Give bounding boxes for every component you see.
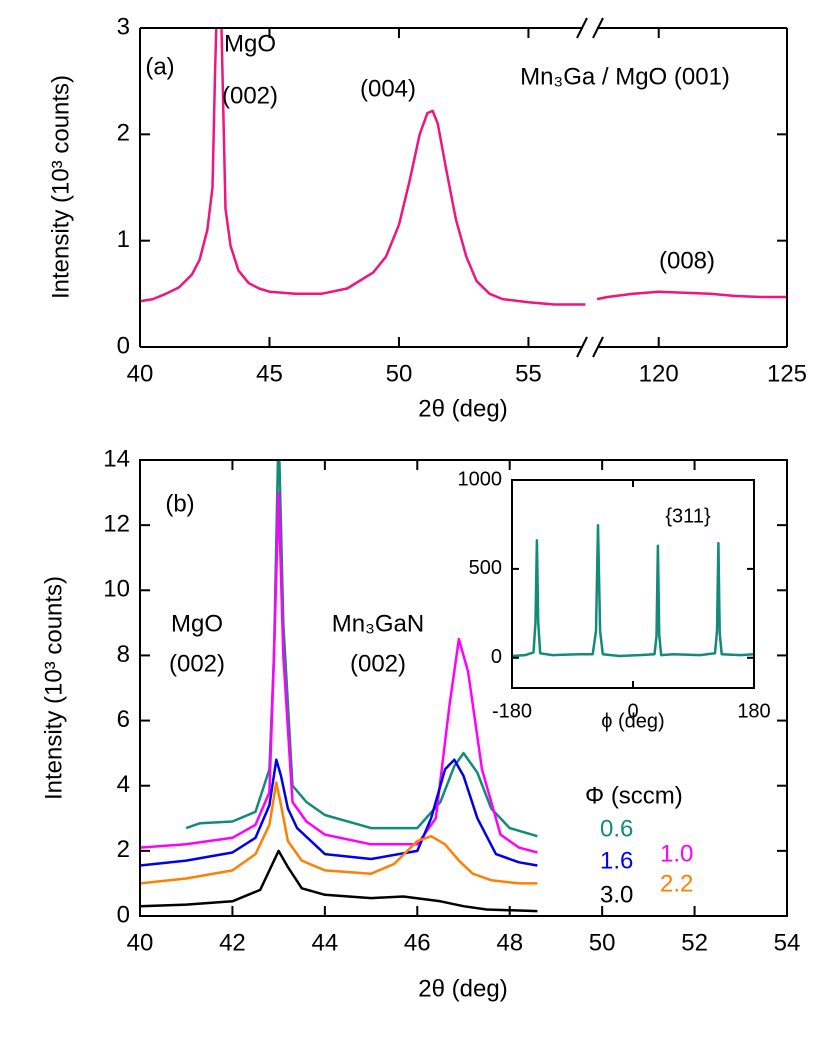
y-tick-label: 10 — [103, 576, 130, 603]
legend-entry: 3.0 — [600, 881, 633, 908]
y-axis-label: Intensity (10³ counts) — [40, 576, 67, 800]
annotation: (004) — [360, 75, 416, 102]
x-tick-label: 46 — [404, 929, 431, 956]
x-tick-label: 40 — [127, 360, 154, 387]
annotation: Mn₃Ga / MgO (001) — [520, 63, 730, 90]
y-axis-label: Intensity (10³ counts) — [47, 75, 74, 299]
annotation: (008) — [659, 247, 715, 274]
x-tick-label: 54 — [774, 929, 801, 956]
x-tick-label: 44 — [312, 929, 339, 956]
data-line — [140, 491, 538, 854]
annotation: MgO — [224, 30, 276, 57]
x-tick-label: 125 — [767, 360, 807, 387]
y-tick-label: 12 — [103, 510, 130, 537]
data-line — [140, 781, 538, 885]
x-axis-label: ϕ (deg) — [601, 710, 664, 732]
x-axis-label: 2θ (deg) — [418, 975, 507, 1002]
x-tick-label: 55 — [515, 360, 542, 387]
data-line — [140, 849, 538, 913]
annotation: Mn₃GaN — [332, 610, 424, 637]
axis-break — [592, 17, 604, 39]
x-tick-label: 0 — [627, 700, 638, 722]
axis-break — [576, 336, 588, 358]
y-tick-label: 14 — [103, 445, 130, 472]
x-tick-label: 42 — [219, 929, 246, 956]
annotation: (002) — [169, 650, 225, 677]
y-tick-label: 0 — [491, 646, 502, 668]
x-tick-label: 120 — [639, 360, 679, 387]
x-tick-label: 48 — [496, 929, 523, 956]
panel-label: (a) — [145, 53, 174, 80]
annotation: MgO — [171, 610, 223, 637]
x-tick-label: 50 — [589, 929, 616, 956]
x-axis-label: 2θ (deg) — [418, 395, 507, 422]
legend-entry: 1.6 — [600, 847, 633, 874]
axis-break — [576, 17, 588, 39]
data-line — [140, 758, 538, 867]
legend-title: Φ (sccm) — [585, 782, 683, 809]
annotation: (002) — [350, 650, 406, 677]
annotation: {311} — [665, 505, 711, 527]
x-tick-label: 52 — [681, 929, 708, 956]
axis-break — [592, 336, 604, 358]
x-tick-label: -180 — [492, 700, 532, 722]
y-tick-label: 1000 — [458, 468, 503, 490]
y-tick-label: 2 — [117, 836, 130, 863]
y-tick-label: 4 — [117, 771, 130, 798]
y-tick-label: 3 — [117, 13, 130, 40]
annotation: (002) — [222, 82, 278, 109]
legend-entry: 2.2 — [660, 870, 693, 897]
x-tick-label: 50 — [386, 360, 413, 387]
x-tick-label: 45 — [256, 360, 283, 387]
y-tick-label: 1 — [117, 226, 130, 253]
plot-frame — [139, 459, 788, 917]
x-tick-label: 40 — [127, 929, 154, 956]
y-tick-label: 2 — [117, 120, 130, 147]
y-tick-label: 0 — [117, 901, 130, 928]
y-tick-label: 6 — [117, 706, 130, 733]
data-line — [512, 524, 754, 658]
y-tick-label: 0 — [117, 332, 130, 359]
data-line — [140, 28, 787, 306]
y-tick-label: 500 — [469, 557, 502, 579]
legend-entry: 1.0 — [660, 840, 693, 867]
panel-label: (b) — [165, 490, 194, 517]
y-tick-label: 8 — [117, 641, 130, 668]
x-tick-label: 180 — [737, 700, 770, 722]
data-line — [185, 460, 538, 838]
legend-entry: 0.6 — [600, 815, 633, 842]
